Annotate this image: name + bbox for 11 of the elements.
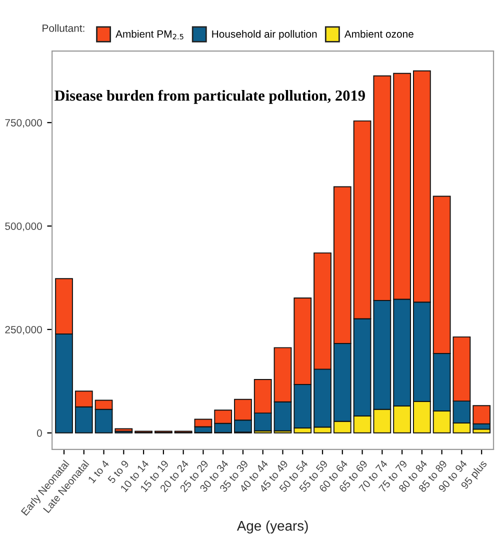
text: Disease burden from particulate pollution, 2019 [54, 90, 365, 104]
y-tick-label: 500,000 [5, 222, 42, 232]
y-tick-label: 0 [36, 429, 42, 437]
y-tick-label: 750,000 [5, 119, 42, 128]
x-axis-title: Age (years) [236, 520, 308, 534]
x-tick-label: 1 to 4 [88, 460, 110, 484]
legend-label: Ambient PM$_{2.5}$ [116, 30, 184, 40]
legend-label: Household air pollution [212, 30, 317, 40]
y-tick-label: 250,000 [5, 326, 42, 335]
legend-title: Pollutant: [42, 24, 84, 32]
legend-label: Ambient ozone [344, 30, 414, 38]
